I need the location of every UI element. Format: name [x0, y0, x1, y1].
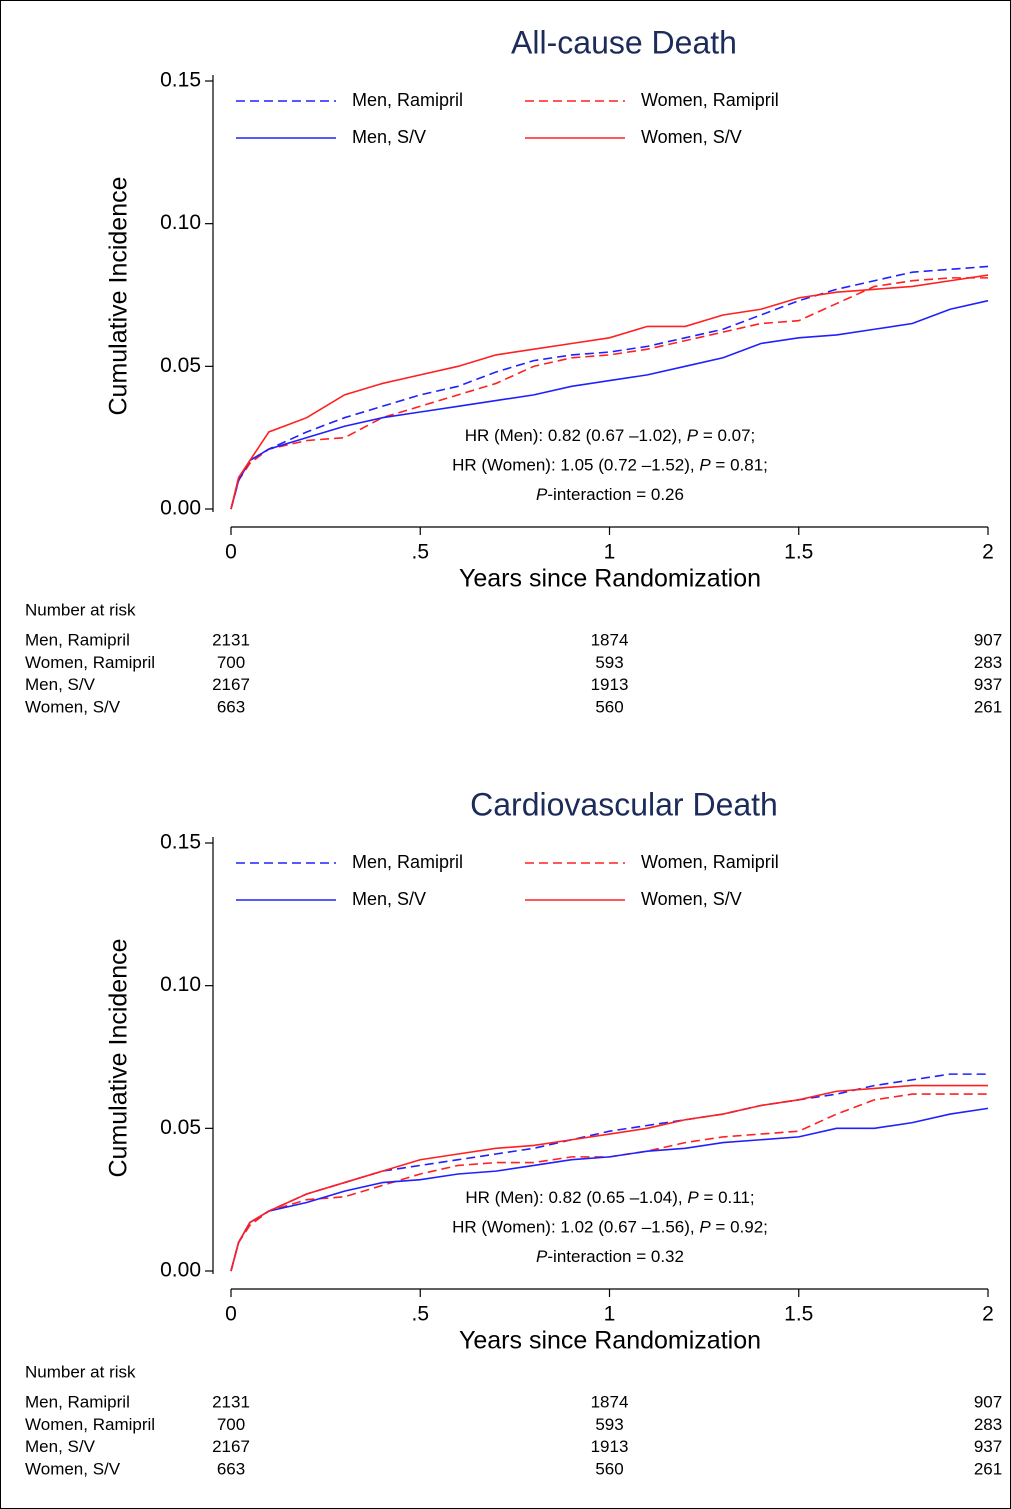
risk-count: 2131 [212, 1392, 250, 1411]
annotation-part: P [699, 1218, 711, 1237]
risk-count: 907 [974, 1392, 1002, 1411]
annotation: P-interaction = 0.26 [536, 485, 684, 504]
risk-count: 593 [595, 1415, 623, 1434]
annotation-part: P [687, 1188, 699, 1207]
risk-row-label: Women, Ramipril [25, 1415, 155, 1434]
annotation-part: = 0.07; [698, 426, 755, 445]
annotation: HR (Men): 0.82 (0.65 –1.04), P = 0.11; [465, 1188, 754, 1207]
x-tick-label: 1.5 [784, 1303, 813, 1326]
series-line [230, 1084, 988, 1272]
legend-label: Women, Ramipril [641, 90, 779, 110]
risk-table-title: Number at risk [25, 600, 136, 619]
risk-count: 700 [217, 653, 245, 672]
risk-count: 593 [595, 653, 623, 672]
risk-count: 261 [974, 697, 1002, 716]
risk-count: 937 [974, 1437, 1002, 1456]
risk-count: 1913 [591, 1437, 629, 1456]
y-tick-label: 0.15 [160, 69, 201, 92]
risk-count: 2131 [212, 630, 250, 649]
legend-label: Women, S/V [641, 127, 742, 147]
x-tick-label: 1 [604, 1303, 616, 1326]
legend-label: Women, S/V [641, 889, 742, 909]
risk-count: 663 [217, 697, 245, 716]
risk-count: 1874 [591, 630, 629, 649]
risk-row-label: Men, Ramipril [25, 630, 130, 649]
x-tick-label: 2 [982, 541, 994, 564]
series-line [230, 274, 989, 510]
series-line [230, 265, 989, 510]
x-tick-label: .5 [411, 541, 429, 564]
risk-count: 560 [595, 1459, 623, 1478]
series-line [230, 1093, 988, 1272]
chart-title: Cardiovascular Death [470, 786, 778, 822]
annotation: HR (Women): 1.05 (0.72 –1.52), P = 0.81; [452, 456, 768, 475]
risk-count: 700 [217, 1415, 245, 1434]
risk-count: 283 [974, 653, 1002, 672]
y-tick-label: 0.05 [160, 354, 201, 377]
risk-count: 1913 [591, 675, 629, 694]
annotation: HR (Women): 1.02 (0.67 –1.56), P = 0.92; [452, 1218, 768, 1237]
x-axis-title: Years since Randomization [459, 565, 761, 593]
risk-count: 2167 [212, 1437, 250, 1456]
risk-row-label: Women, Ramipril [25, 653, 155, 672]
annotation-part: = 0.11; [699, 1188, 755, 1207]
risk-count: 2167 [212, 675, 250, 694]
series-line [230, 299, 989, 510]
risk-row-label: Men, S/V [25, 675, 96, 694]
annotation-part: P [699, 456, 711, 475]
risk-count: 937 [974, 675, 1002, 694]
risk-count: 907 [974, 630, 1002, 649]
risk-count: 283 [974, 1415, 1002, 1434]
risk-row-label: Women, S/V [25, 1459, 121, 1478]
y-tick-label: 0.15 [160, 831, 201, 854]
legend-label: Men, S/V [352, 127, 426, 147]
annotation: P-interaction = 0.32 [536, 1247, 684, 1266]
risk-count: 261 [974, 1459, 1002, 1478]
annotation-part: HR (Women): 1.05 (0.72 –1.52), [452, 456, 699, 475]
x-axis-title: Years since Randomization [459, 1327, 761, 1355]
annotation-part: -interaction = 0.32 [547, 1247, 684, 1266]
legend-label: Women, Ramipril [641, 852, 779, 872]
y-tick-label: 0.10 [160, 973, 201, 996]
y-axis-title: Cumulative Incidence [105, 938, 133, 1177]
annotation-part: HR (Men): 0.82 (0.67 –1.02), [465, 426, 687, 445]
annotation-part: P [687, 426, 699, 445]
annotation-part: P [536, 485, 548, 504]
annotation-part: = 0.81; [711, 456, 768, 475]
y-tick-label: 0.10 [160, 211, 201, 234]
risk-row-label: Men, S/V [25, 1437, 96, 1456]
annotation-part: = 0.92; [711, 1218, 768, 1237]
x-tick-label: 2 [982, 1303, 994, 1326]
x-tick-label: 0 [225, 1303, 237, 1326]
risk-row-label: Women, S/V [25, 697, 121, 716]
y-tick-label: 0.00 [160, 497, 201, 520]
legend-label: Men, S/V [352, 889, 426, 909]
risk-count: 560 [595, 697, 623, 716]
x-tick-label: 1.5 [784, 541, 813, 564]
legend-label: Men, Ramipril [352, 90, 463, 110]
x-tick-label: 0 [225, 541, 237, 564]
chart-title: All-cause Death [511, 24, 737, 60]
risk-table-title: Number at risk [25, 1362, 136, 1381]
legend-label: Men, Ramipril [352, 852, 463, 872]
annotation-part: P [536, 1247, 548, 1266]
annotation: HR (Men): 0.82 (0.67 –1.02), P = 0.07; [465, 426, 756, 445]
y-tick-label: 0.05 [160, 1116, 201, 1139]
y-axis-title: Cumulative Incidence [105, 176, 133, 415]
annotation-part: HR (Women): 1.02 (0.67 –1.56), [452, 1218, 699, 1237]
risk-row-label: Men, Ramipril [25, 1392, 130, 1411]
series-line [230, 277, 988, 510]
series-line [230, 1107, 989, 1272]
annotation-part: HR (Men): 0.82 (0.65 –1.04), [465, 1188, 687, 1207]
risk-count: 1874 [591, 1392, 629, 1411]
risk-count: 663 [217, 1459, 245, 1478]
x-tick-label: .5 [411, 1303, 429, 1326]
x-tick-label: 1 [604, 541, 616, 564]
annotation-part: -interaction = 0.26 [547, 485, 684, 504]
y-tick-label: 0.00 [160, 1259, 201, 1282]
